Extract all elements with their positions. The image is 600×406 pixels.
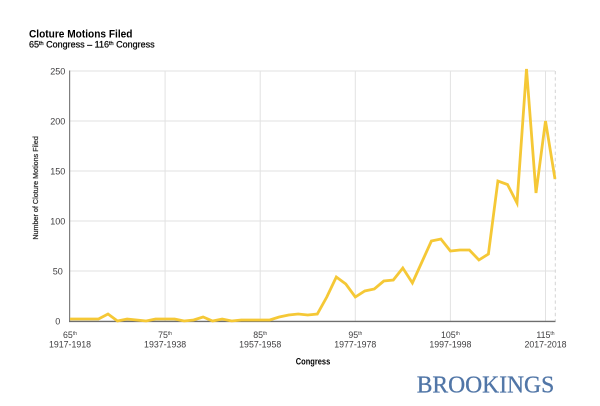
svg-text:100: 100 xyxy=(50,216,65,226)
svg-text:Cloture Motions Filed: Cloture Motions Filed xyxy=(29,28,133,40)
svg-text:200: 200 xyxy=(50,116,65,126)
svg-text:1977-1978: 1977-1978 xyxy=(334,340,376,350)
svg-text:50: 50 xyxy=(53,266,63,276)
svg-text:Congress: Congress xyxy=(296,356,331,366)
svg-text:1937-1938: 1937-1938 xyxy=(144,340,186,350)
svg-text:Number of Cloture Motions File: Number of Cloture Motions Filed xyxy=(31,136,40,239)
svg-text:0: 0 xyxy=(55,316,60,326)
svg-text:1957-1958: 1957-1958 xyxy=(239,340,281,350)
svg-text:250: 250 xyxy=(50,66,65,76)
svg-text:150: 150 xyxy=(50,166,65,176)
svg-text:105th: 105th xyxy=(441,330,460,340)
svg-text:1917-1918: 1917-1918 xyxy=(49,340,91,350)
svg-text:65th Congress – 116th Congress: 65th Congress – 116th Congress xyxy=(29,39,155,49)
svg-text:115th: 115th xyxy=(536,330,554,340)
svg-text:65th: 65th xyxy=(63,330,77,340)
svg-text:95th: 95th xyxy=(348,330,362,340)
svg-text:BROOKINGS: BROOKINGS xyxy=(417,372,555,398)
svg-text:85th: 85th xyxy=(253,330,267,340)
svg-text:1997-1998: 1997-1998 xyxy=(429,340,471,350)
svg-text:2017-2018: 2017-2018 xyxy=(524,340,566,350)
svg-text:75th: 75th xyxy=(158,330,172,340)
